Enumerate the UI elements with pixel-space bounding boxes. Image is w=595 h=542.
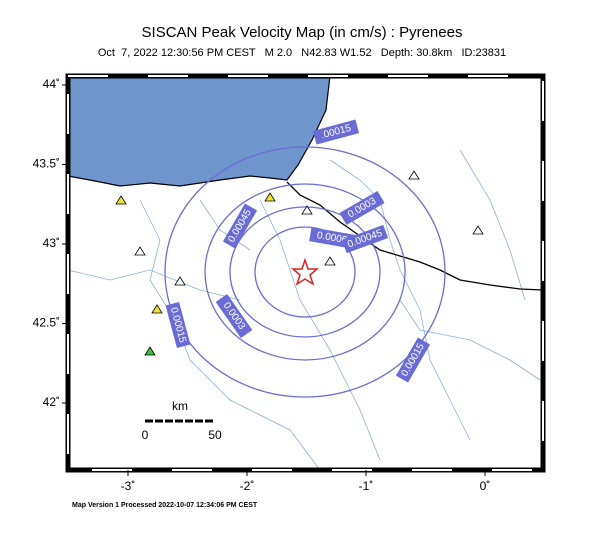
lon-tick-label: -1˚ xyxy=(359,479,374,493)
contours xyxy=(164,146,446,398)
frame-pattern xyxy=(67,75,544,471)
event-info: Oct 7, 2022 12:30:56 PM CEST M 2.0 N42.8… xyxy=(98,47,506,59)
lat-tick-label: 44˚ xyxy=(43,77,60,91)
lat-tick-label: 42˚ xyxy=(43,395,60,409)
lon-tick-label: -2˚ xyxy=(240,479,255,493)
contour-label-box xyxy=(312,119,360,145)
footer: Map Version 1 Processed 2022-10-07 12:34… xyxy=(72,502,258,509)
lat-tick-label: 43.5˚ xyxy=(33,157,60,171)
scale-tick: 0 xyxy=(142,428,149,442)
lat-tick-label: 42.5˚ xyxy=(33,316,60,330)
lon-tick-label: 0˚ xyxy=(480,479,491,493)
contour-label-box xyxy=(341,224,389,254)
stations xyxy=(115,170,484,356)
ocean xyxy=(67,75,331,187)
scale-unit: km xyxy=(172,399,188,413)
lat-tick-label: 43˚ xyxy=(43,236,60,250)
scale-bar: km 0 50 xyxy=(142,399,222,442)
contour-label-box xyxy=(165,301,191,349)
contour-label-text: 0.0006 xyxy=(316,230,348,246)
border xyxy=(286,181,544,291)
scale-tick: 50 xyxy=(208,428,222,442)
contour-label: .00015 xyxy=(312,119,360,145)
contour-label-box xyxy=(222,203,258,249)
contour-label-box xyxy=(339,190,385,226)
contour-label-box xyxy=(395,337,431,383)
epicenter xyxy=(290,257,320,286)
lon-tick-label: -3˚ xyxy=(121,479,136,493)
map-title: SISCAN Peak Velocity Map (in cm/s) : Pyr… xyxy=(142,24,463,41)
contour-label-box xyxy=(215,293,253,339)
